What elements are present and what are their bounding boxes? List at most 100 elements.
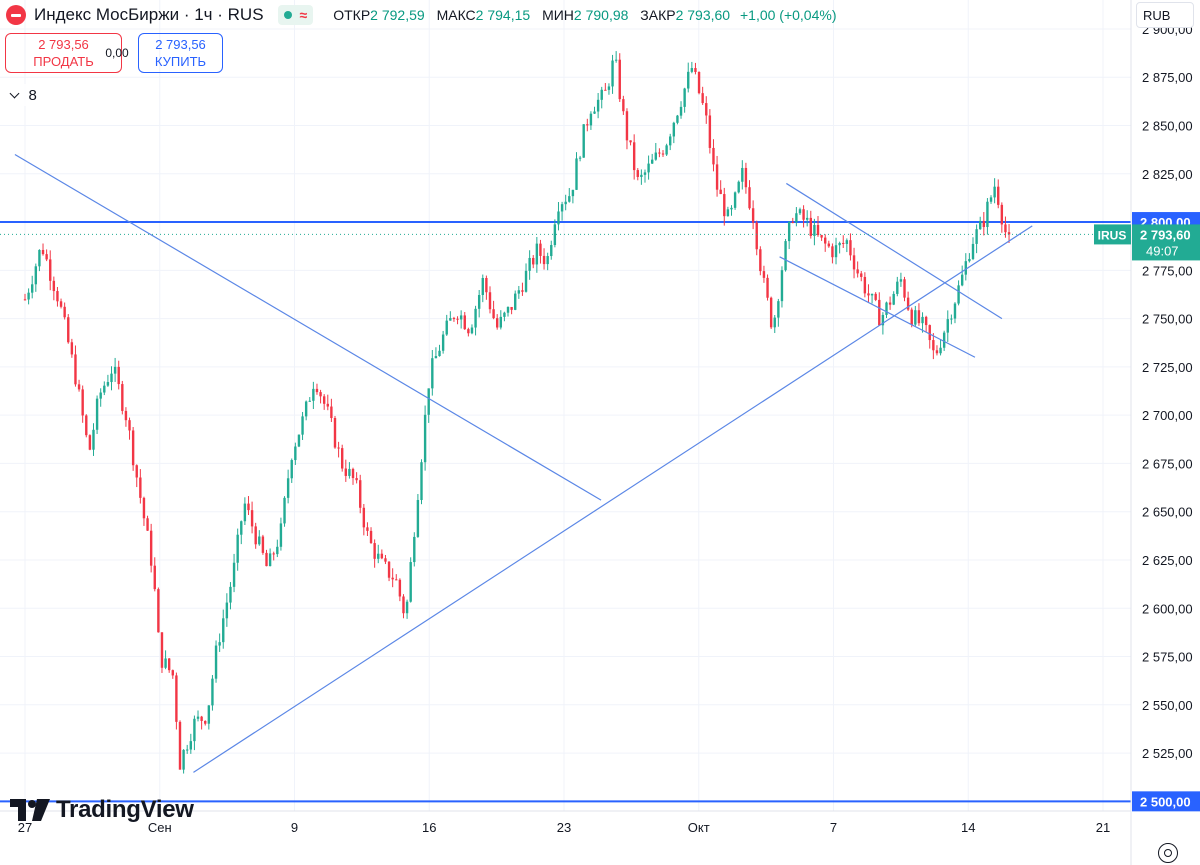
candle-body (838, 242, 841, 246)
candle-body (423, 414, 427, 463)
candle-body (38, 249, 41, 267)
price-tick-label: 2 850,00 (1142, 119, 1193, 134)
candle-body (539, 243, 542, 256)
candle-body (795, 213, 798, 223)
candle-body (196, 716, 200, 719)
candle-body (207, 705, 211, 724)
time-tick-label: 7 (830, 820, 837, 835)
price-tick-label: 2 875,00 (1142, 70, 1193, 85)
candle-body (679, 106, 683, 116)
time-axis[interactable]: 27 Сен 9 16 23 Окт 7 14 21 (18, 820, 1110, 835)
candle-body (153, 565, 156, 590)
symbol-title[interactable]: Индекс МосБиржи · 1ч · RUS (34, 5, 264, 24)
candle-body (286, 478, 290, 498)
candle-body (553, 224, 557, 246)
trend-lines[interactable] (14, 153, 1033, 773)
high-label: МАКС (436, 7, 476, 23)
candle-body (997, 186, 1000, 205)
symbol-tag-label: IRUS (1098, 228, 1127, 242)
candle-body (88, 435, 92, 450)
chevron-down-icon (9, 88, 20, 98)
candle-body (117, 366, 120, 385)
countdown-label: 49:07 (1146, 243, 1179, 258)
candle-body (968, 258, 971, 262)
candle-body (366, 527, 369, 531)
candle-body (449, 318, 452, 321)
candle-body (730, 207, 733, 210)
candle-body (759, 249, 762, 272)
candle-body (636, 170, 639, 177)
candle-body (81, 389, 84, 416)
candle-body (167, 658, 171, 671)
candle-body (755, 222, 758, 250)
candle-body (596, 99, 600, 112)
candle-body (164, 658, 167, 668)
candle-body (546, 256, 549, 265)
price-tick-label: 2 650,00 (1142, 505, 1193, 520)
candle-body (658, 152, 661, 154)
candle-body (982, 220, 986, 228)
trend-line (779, 256, 976, 358)
chart-header: Индекс МосБиржи · 1ч · RUS ≈ ОТКР2 792,5… (6, 4, 837, 26)
candle-body (427, 388, 430, 415)
candle-body (326, 403, 329, 407)
candle-body (391, 577, 394, 580)
price-axis[interactable]: 2 525,00 2 550,00 2 575,00 2 600,00 2 625,00… (1142, 22, 1193, 761)
candle-body (960, 274, 964, 286)
candle-body (802, 209, 805, 220)
candle-body (744, 167, 748, 188)
candle-body (625, 111, 629, 141)
candle-body (254, 526, 257, 545)
candle-body (751, 208, 755, 223)
indicators-toggle[interactable]: 8 (6, 84, 42, 106)
candle-body (506, 306, 510, 313)
candle-body (495, 318, 499, 328)
candle-body (935, 350, 939, 354)
buy-price: 2 793,56 (155, 37, 206, 52)
candle-body (784, 241, 787, 271)
candle-body (629, 140, 632, 143)
open-value: 2 792,59 (370, 7, 425, 23)
open-label: ОТКР (333, 7, 371, 23)
price-tick-label: 2 775,00 (1142, 263, 1193, 278)
candle-body (550, 245, 553, 257)
moex-logo-icon (6, 5, 26, 25)
candle-body (863, 276, 867, 294)
candle-body (834, 245, 838, 258)
candle-body (867, 293, 870, 296)
buy-button[interactable]: 2 793,56 КУПИТЬ (138, 33, 223, 73)
close-label: ЗАКР (640, 7, 676, 23)
candle-body (791, 221, 794, 223)
candle-body (416, 499, 420, 537)
time-tick-label: Окт (688, 820, 710, 835)
candle-body (582, 124, 585, 158)
market-status-badge[interactable]: ≈ (277, 5, 314, 25)
candle-body (413, 536, 416, 563)
candle-body (124, 410, 128, 421)
candle-body (445, 320, 448, 335)
candle-body (395, 579, 398, 581)
tradingview-logo[interactable]: TradingView (10, 796, 194, 824)
candle-body (333, 418, 337, 448)
candle-body (906, 297, 910, 310)
candle-body (34, 266, 38, 285)
candle-body (294, 446, 297, 461)
price-tick-label: 2 550,00 (1142, 698, 1193, 713)
close-value: 2 793,60 (675, 7, 731, 23)
candle-body (272, 553, 275, 555)
currency-selector[interactable]: RUB (1136, 2, 1194, 28)
candle-body (27, 292, 30, 300)
price-tick-label: 2 575,00 (1142, 650, 1193, 665)
candle-body (290, 460, 293, 479)
candle-body (297, 434, 301, 447)
gear-icon[interactable] (1158, 843, 1178, 863)
candle-body (694, 68, 697, 72)
candle-body (827, 243, 831, 247)
candle-body (950, 318, 953, 320)
trend-line (786, 182, 1003, 320)
candle-body (182, 749, 185, 770)
candle-body (878, 299, 881, 326)
sell-button[interactable]: 2 793,56 ПРОДАТЬ (5, 33, 122, 73)
